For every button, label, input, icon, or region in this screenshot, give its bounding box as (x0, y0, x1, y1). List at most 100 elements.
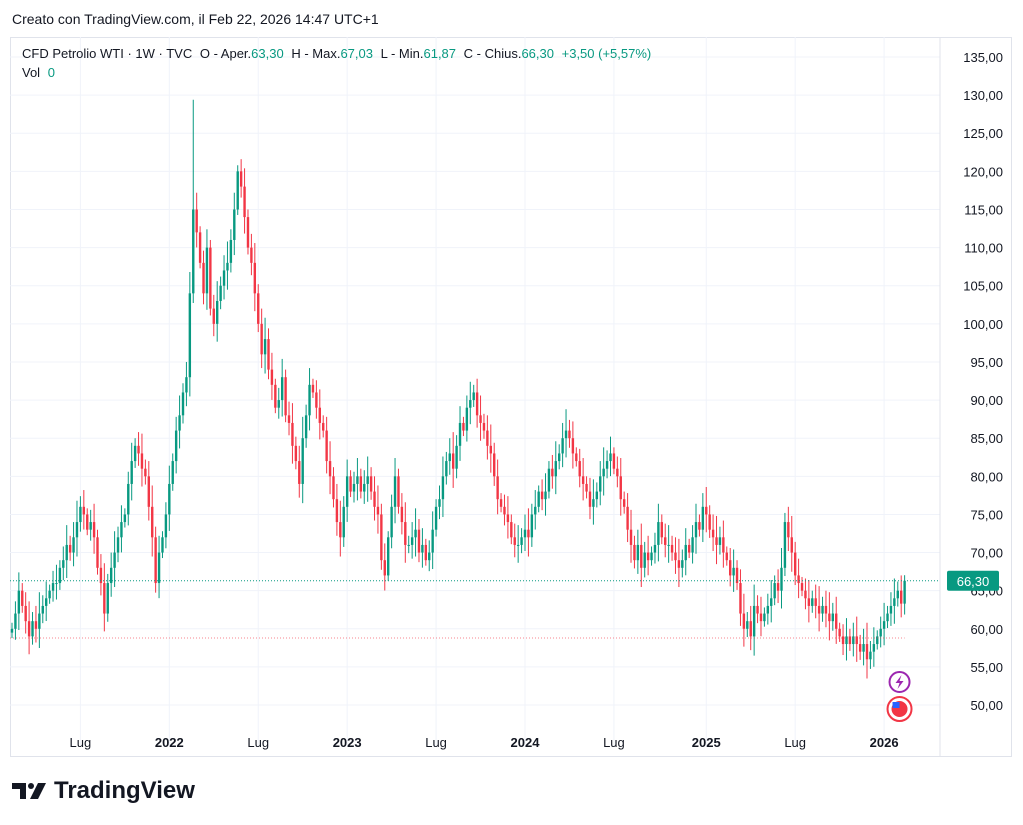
tradingview-logo[interactable]: TradingView (12, 777, 195, 805)
change-value: +3,50 (+5,57%) (561, 46, 652, 61)
candle-up (732, 567, 735, 576)
candle-up (72, 537, 75, 553)
candle-down (267, 339, 270, 370)
candle-down (804, 590, 807, 599)
candle-down (629, 529, 633, 545)
candle-down (633, 544, 636, 561)
candle-up (79, 506, 82, 523)
candle-up (657, 522, 660, 545)
candle-up (455, 445, 458, 469)
candle-up (523, 529, 527, 538)
candle-up (445, 461, 448, 477)
candle-up (643, 552, 646, 568)
candle-down (253, 262, 257, 294)
candle-down (660, 522, 663, 538)
time-tick-label: Lug (70, 735, 92, 750)
candle-down (274, 384, 277, 408)
candle-down (646, 552, 650, 561)
price-tick-label: 90,00 (970, 393, 1003, 408)
candle-up (879, 628, 882, 637)
price-tick-label: 70,00 (970, 546, 1003, 561)
candle-down (670, 544, 674, 553)
price-tick-label: 85,00 (970, 431, 1003, 446)
candle-up (280, 377, 284, 401)
candle-up (599, 476, 602, 492)
time-tick-label: Lug (784, 735, 806, 750)
last-price-badge (947, 570, 999, 591)
price-tick-label: 125,00 (963, 126, 1003, 141)
candle-up (684, 544, 687, 561)
candle-up (434, 506, 438, 530)
candle-down (551, 468, 554, 477)
candle-up (537, 491, 540, 507)
candle-up (263, 339, 267, 355)
candle-down (137, 445, 140, 454)
candle-down (380, 514, 383, 561)
candle-up (882, 621, 886, 629)
candle-up (831, 613, 834, 622)
candle-down (311, 384, 315, 393)
candle-down (298, 461, 301, 484)
price-tick-label: 100,00 (963, 317, 1003, 332)
lightning-glyph-icon (895, 675, 904, 689)
candle-up (592, 499, 595, 507)
candle-up (852, 636, 855, 645)
candle-up (893, 598, 896, 606)
symbol-title[interactable]: CFD Petrolio WTI · 1W · TVC (22, 46, 193, 61)
candle-up (236, 171, 239, 210)
candle-down (144, 468, 147, 477)
candle-up (342, 506, 345, 538)
candle-up (304, 415, 308, 439)
candle-down (27, 621, 31, 637)
candle-down (824, 605, 828, 614)
candle-up (130, 461, 133, 484)
candle-up (811, 598, 814, 606)
candle-down (759, 613, 763, 622)
price-axis: 50,0055,0060,0065,0070,0075,0080,0085,00… (963, 50, 1003, 713)
symbol-legend: CFD Petrolio WTI · 1W · TVC O - Aper.63,… (22, 44, 655, 82)
price-chart[interactable]: 50,0055,0060,0065,0070,0075,0080,0085,00… (10, 37, 1012, 757)
candle-down (335, 499, 339, 523)
candle-up (547, 468, 551, 492)
candle-down (270, 369, 274, 385)
overlays: 66,30 (10, 570, 999, 722)
candle-down (708, 514, 711, 530)
candle-down (322, 422, 325, 431)
price-tick-label: 110,00 (964, 241, 1003, 256)
candle-down (790, 537, 793, 553)
candle-up (441, 476, 445, 500)
candle-down (250, 247, 253, 263)
candle-down (735, 567, 739, 584)
candle-down (34, 621, 38, 629)
candle-up (766, 605, 770, 614)
candle-down (711, 529, 715, 538)
volume-value: 0 (47, 65, 55, 80)
candle-up (356, 476, 359, 484)
candle-down (900, 590, 903, 604)
candle-down (698, 522, 701, 530)
candle-up (903, 580, 906, 604)
candle-up (561, 438, 564, 454)
candle-up (45, 598, 48, 606)
candle-up (421, 544, 424, 553)
candle-up (681, 560, 684, 568)
candle-down (287, 415, 291, 423)
candle-up (605, 461, 609, 469)
candle-up (667, 544, 670, 546)
candle-down (817, 605, 821, 614)
candle-down (404, 522, 407, 545)
candle-up (869, 651, 872, 660)
grid (10, 37, 941, 757)
candle-up (308, 384, 311, 416)
candle-up (192, 209, 195, 294)
candle-down (540, 491, 544, 500)
candle-down (848, 636, 852, 645)
candle-up (414, 529, 417, 538)
candle-down (318, 407, 321, 423)
candle-up (428, 552, 431, 561)
candle-up (55, 583, 58, 585)
candle-down (677, 560, 681, 568)
candle-up (602, 468, 605, 477)
us-flag-canton-icon (892, 702, 900, 708)
candle-up (31, 621, 34, 637)
